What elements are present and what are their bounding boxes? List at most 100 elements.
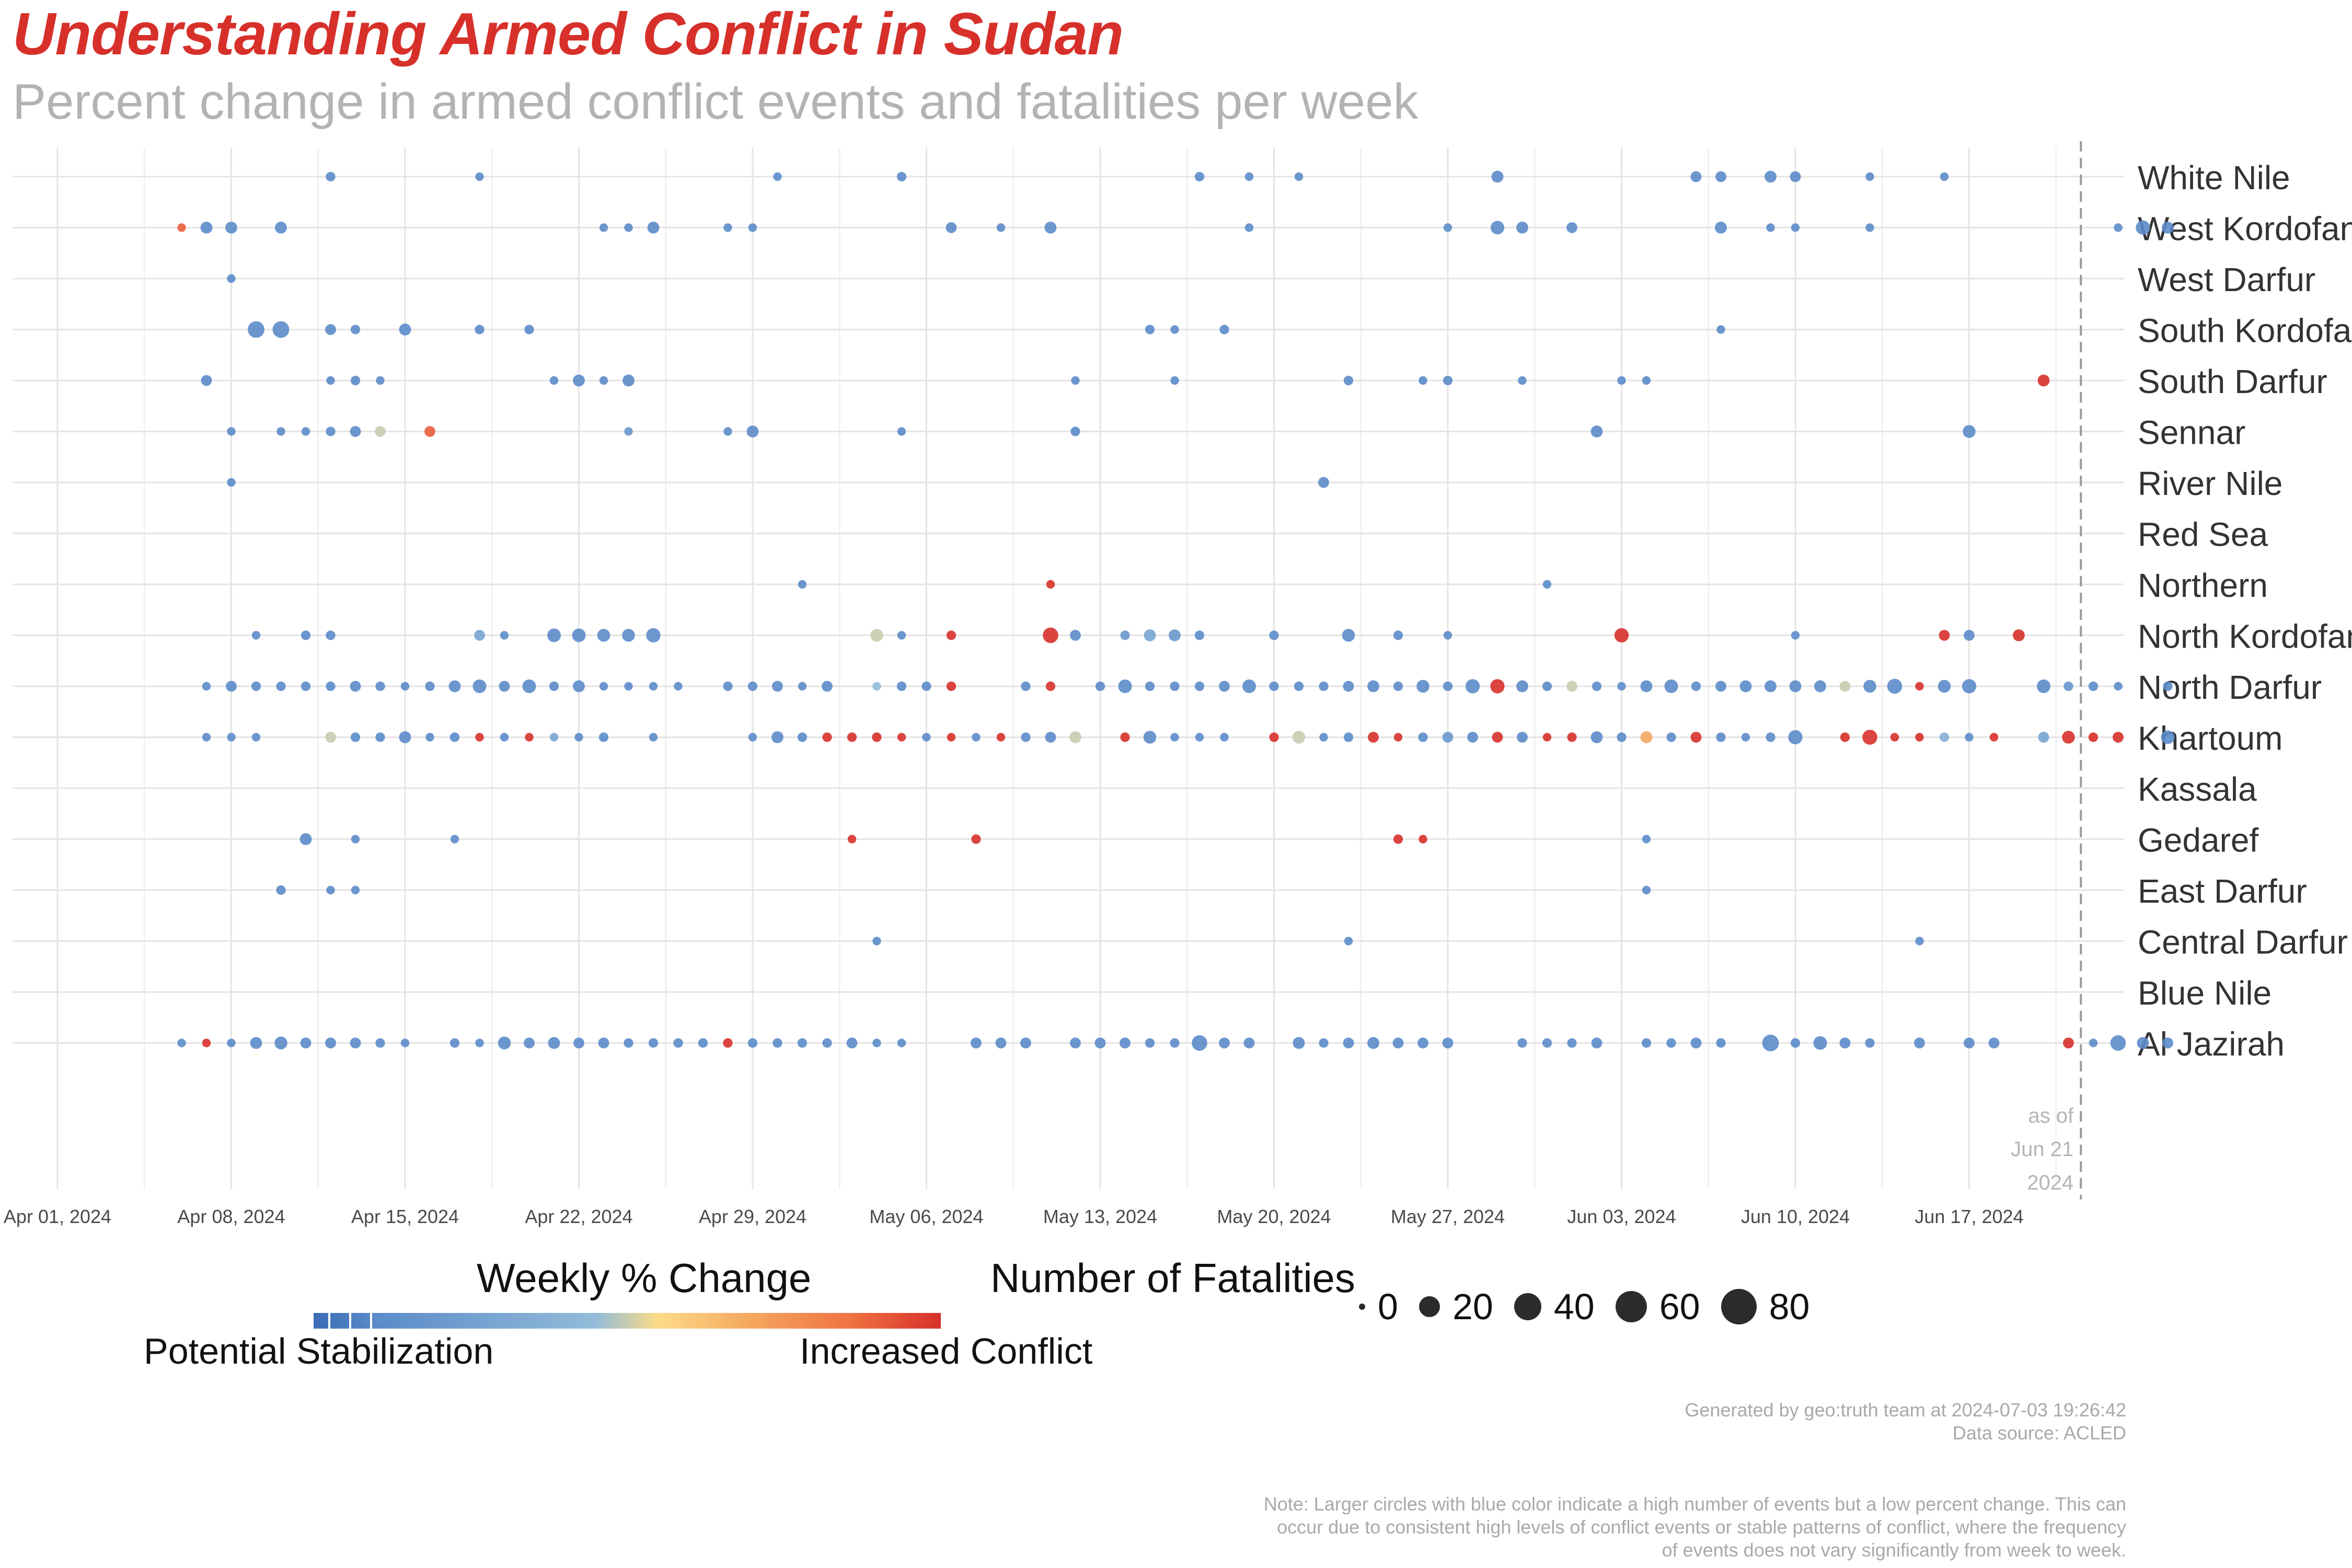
data-point: South Darfur — May 30, 2024 — [1518, 376, 1527, 385]
data-point: West Kordofan — Apr 10, 2024 — [275, 222, 287, 234]
data-point: West Kordofan — May 29, 2024 — [1491, 221, 1504, 235]
data-point: Al Jazirah — May 05, 2024 — [897, 1039, 906, 1047]
data-point: North Darfur — May 26, 2024 — [1416, 679, 1429, 693]
data-point: East Darfur — Apr 10, 2024 — [276, 885, 286, 895]
size-legend-dot — [1721, 1289, 1757, 1324]
data-point: North Darfur — Apr 30, 2024 — [772, 681, 783, 692]
data-point: North Kordofan — May 04, 2024 — [870, 629, 883, 642]
data-point: Khartoum — Apr 23, 2024 — [598, 732, 609, 742]
data-point: West Kordofan — May 19, 2024 — [1244, 223, 1254, 232]
footer-note: Note: Larger circles with blue color ind… — [1264, 1493, 2126, 1562]
size-legend-label: 60 — [1659, 1286, 1700, 1327]
data-point: Khartoum — Jun 08, 2024 — [1741, 733, 1750, 742]
data-point: Khartoum — Jun 07, 2024 — [1716, 732, 1726, 742]
data-point: North Darfur — May 10, 2024 — [1021, 681, 1031, 691]
data-point: Gedaref — Apr 17, 2024 — [450, 835, 459, 844]
data-point: Al Jazirah — Apr 13, 2024 — [350, 1037, 361, 1048]
data-point: Sennar — Apr 14, 2024 — [375, 426, 386, 437]
data-point: South Darfur — Apr 12, 2024 — [326, 376, 335, 385]
data-point: North Darfur — May 07, 2024 — [946, 681, 956, 691]
data-point: Gedaref — Jun 04, 2024 — [1642, 835, 1651, 844]
data-point: North Darfur — May 16, 2024 — [1170, 681, 1180, 691]
reference-label: Jun 21 — [2011, 1138, 2073, 1161]
size-legend-dot — [1419, 1296, 1440, 1317]
color-legend-low-label: Potential Stabilization — [144, 1331, 494, 1371]
data-point: Al Jazirah — Apr 22, 2024 — [573, 1037, 584, 1048]
size-legend-dot — [1514, 1293, 1541, 1320]
data-point: North Darfur — Jun 02, 2024 — [1592, 681, 1602, 691]
data-point: Al Jazirah — Jun 22, 2024 — [2089, 1039, 2098, 1047]
data-point: White Nile — Jun 06, 2024 — [1690, 171, 1702, 182]
color-legend-title: Weekly % Change — [477, 1255, 812, 1301]
data-point: Al Jazirah — Apr 07, 2024 — [202, 1039, 211, 1047]
data-point: Khartoum — May 16, 2024 — [1170, 733, 1179, 742]
data-point: Khartoum — May 18, 2024 — [1220, 733, 1229, 742]
data-point: West Kordofan — Jun 24, 2024 — [2136, 220, 2150, 235]
data-point: Al Jazirah — Apr 20, 2024 — [524, 1037, 535, 1048]
data-point: Al Jazirah — May 01, 2024 — [797, 1038, 808, 1048]
x-tick-label: Apr 15, 2024 — [351, 1206, 459, 1227]
data-point: North Kordofan — Jun 17, 2024 — [1964, 630, 1975, 641]
data-source-text: Data source: ACLED — [1952, 1422, 2126, 1444]
data-point: Al Jazirah — Jun 18, 2024 — [1988, 1037, 2000, 1048]
data-point: Al Jazirah — May 21, 2024 — [1293, 1037, 1305, 1049]
data-point: West Kordofan — May 11, 2024 — [1044, 222, 1057, 234]
data-point: North Darfur — May 29, 2024 — [1490, 679, 1505, 694]
data-point: South Kordofan — Jun 07, 2024 — [1716, 325, 1725, 334]
data-point: Khartoum — May 22, 2024 — [1319, 733, 1328, 742]
data-point: North Kordofan — May 23, 2024 — [1342, 629, 1355, 642]
data-point: Khartoum — Apr 22, 2024 — [574, 733, 583, 742]
data-point: North Kordofan — Apr 22, 2024 — [572, 628, 586, 642]
size-legend-label: 0 — [1378, 1286, 1398, 1327]
data-point: West Kordofan — Jun 10, 2024 — [1791, 223, 1800, 232]
data-point: Sennar — Apr 28, 2024 — [723, 427, 732, 436]
data-point: Al Jazirah — Jun 06, 2024 — [1690, 1037, 1702, 1048]
data-point: Al Jazirah — May 09, 2024 — [995, 1037, 1007, 1048]
data-point: Al Jazirah — Jun 12, 2024 — [1839, 1037, 1851, 1048]
y-tick-label: Central Darfur — [2138, 924, 2348, 961]
data-point: Khartoum — May 28, 2024 — [1467, 732, 1478, 743]
data-point: West Kordofan — May 09, 2024 — [996, 223, 1006, 232]
data-point: Sennar — Apr 11, 2024 — [301, 427, 310, 436]
data-point: River Nile — May 22, 2024 — [1318, 477, 1329, 488]
data-point: North Darfur — May 20, 2024 — [1269, 681, 1279, 691]
data-point: Central Darfur — Jun 15, 2024 — [1915, 937, 1924, 946]
data-point: Sennar — Apr 08, 2024 — [227, 427, 236, 436]
data-point: White Nile — May 17, 2024 — [1194, 171, 1205, 182]
data-point: Sennar — Apr 24, 2024 — [624, 427, 633, 436]
data-point: North Darfur — Apr 23, 2024 — [599, 682, 608, 691]
data-point: Khartoum — Jun 06, 2024 — [1690, 732, 1702, 743]
data-point: Khartoum — May 31, 2024 — [1542, 733, 1552, 742]
y-tick-label: Red Sea — [2138, 516, 2268, 554]
data-point: North Darfur — Apr 17, 2024 — [448, 680, 461, 693]
reference-label: as of — [2028, 1104, 2074, 1127]
data-point: Al Jazirah — May 18, 2024 — [1219, 1037, 1230, 1048]
x-tick-label: May 20, 2024 — [1217, 1206, 1331, 1227]
data-point: White Nile — Apr 30, 2024 — [773, 172, 782, 181]
data-point: White Nile — Jun 16, 2024 — [1940, 172, 1949, 181]
data-point: Khartoum — May 06, 2024 — [922, 733, 931, 742]
data-point: Khartoum — Jun 25, 2024 — [2161, 730, 2175, 744]
data-point: Al Jazirah — Jun 04, 2024 — [1641, 1038, 1652, 1048]
data-point: North Darfur — May 15, 2024 — [1145, 681, 1155, 691]
size-legend-dot — [1615, 1291, 1647, 1322]
data-point: North Darfur — Jun 23, 2024 — [2114, 682, 2123, 691]
x-tick-label: May 27, 2024 — [1391, 1206, 1505, 1227]
data-point: Khartoum — May 15, 2024 — [1143, 731, 1157, 744]
data-point: Khartoum — Apr 08, 2024 — [227, 733, 236, 742]
data-point: North Darfur — Apr 10, 2024 — [276, 681, 286, 691]
data-point: North Darfur — Jun 13, 2024 — [1863, 679, 1876, 693]
data-point: Al Jazirah — Apr 10, 2024 — [274, 1036, 287, 1050]
data-point: South Darfur — Jun 03, 2024 — [1617, 376, 1626, 385]
data-point: East Darfur — Apr 13, 2024 — [351, 885, 360, 895]
generated-by-text: Generated by geo:truth team at 2024-07-0… — [1685, 1399, 2126, 1421]
data-point: West Kordofan — Apr 24, 2024 — [624, 223, 633, 232]
data-point: Khartoum — Apr 30, 2024 — [771, 731, 783, 743]
data-point: Northern — May 01, 2024 — [798, 580, 807, 589]
data-point: North Darfur — May 27, 2024 — [1443, 681, 1453, 691]
x-tick-label: Apr 08, 2024 — [177, 1206, 285, 1227]
gradient-bar — [314, 1313, 941, 1329]
data-point: Khartoum — Apr 18, 2024 — [475, 733, 484, 742]
data-point: Al Jazirah — Apr 11, 2024 — [300, 1037, 312, 1048]
data-point: White Nile — Jun 10, 2024 — [1790, 171, 1801, 182]
